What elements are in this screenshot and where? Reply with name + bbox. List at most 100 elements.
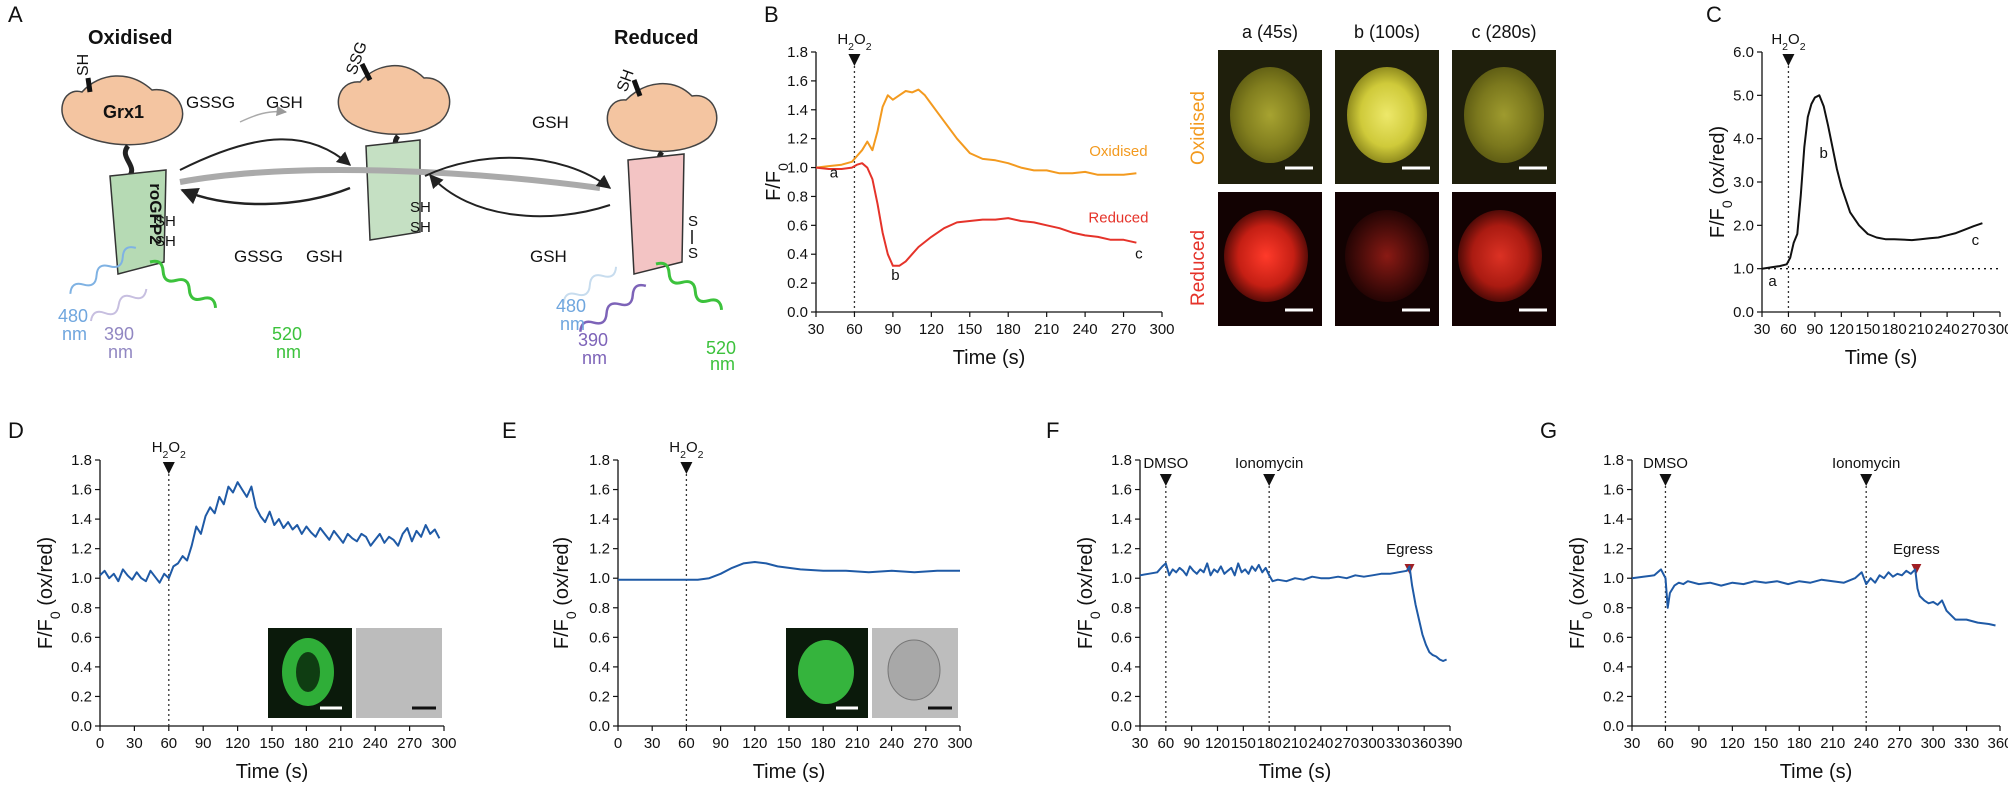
series-line-oxred [618,561,960,581]
y-tick-label: 0.6 [1111,629,1132,646]
y-tick-label: 0.8 [1603,600,1624,617]
micro-red-c-cell [1458,210,1542,302]
y-tick-label: 1.0 [1603,570,1624,587]
x-tick-label: 240 [879,735,904,752]
y-tick-label: 1.6 [787,73,808,90]
nm-480-left: nm [62,324,87,344]
panel-label-b: B [764,2,779,27]
nm-520-left: nm [276,342,301,362]
sh-label-left-2: SH [155,233,176,250]
gssg-label-1: GSSG [186,93,235,112]
inset-d [268,628,442,718]
x-tick-label: 120 [1720,735,1745,752]
y-tick-label: 0.4 [1111,659,1132,676]
x-tick-label: 150 [776,735,801,752]
y-tick-label: 0.2 [1111,688,1132,705]
gssg-label-2: GSSG [234,247,283,266]
event-label-h2o2: H2O2 [837,31,871,53]
wave-520-right [655,261,724,311]
rogfp2-barrel-middle [365,139,421,241]
micro-ox-c-cell [1464,67,1544,163]
y-tick-label: 1.8 [589,452,610,469]
annotation-label: c [1972,232,1980,249]
wl-480-right: 480 [556,296,586,316]
x-tick-label: 270 [397,735,422,752]
y-tick-label: 3.0 [1733,174,1754,191]
gsh-label-1: GSH [266,93,303,112]
reduced-title: Reduced [614,27,698,49]
thiol-stem-left [85,77,93,93]
y-tick-label: 0.4 [71,659,92,676]
y-tick-label: 1.0 [1111,570,1132,587]
y-tick-label: 0.2 [71,688,92,705]
x-tick-label: 240 [1073,321,1098,338]
y-tick-label: 1.6 [1111,482,1132,499]
wave-480-right [562,266,618,304]
sensor-middle: SSG SH SH [337,39,451,241]
x-tick-label: 120 [1829,321,1854,338]
event-label: DMSO [1143,455,1188,472]
x-tick-label: 120 [742,735,767,752]
chart-f: 0.00.20.40.60.81.01.21.41.61.830 60 90 120 1… [1075,452,1463,783]
y-axis-label: F/F0 (ox/red) [1075,537,1103,649]
micro-row-label-reduced: Reduced [1188,230,1209,306]
x-tick-label: 270 [1887,735,1912,752]
annotation-label: a [1768,273,1777,290]
y-tick-label: 0.0 [1733,304,1754,321]
x-tick-label: 360 [1412,735,1437,752]
panel-label-d: D [8,418,24,443]
x-tick-label: 90 [195,735,212,752]
chart-e: 0.0 0.2 0.4 0.6 0.8 1.0 1.2 1.4 1.6 1.8 0 30 60 90 120… [551,439,973,783]
sh-label-left-1: SH [155,213,176,230]
sensor-diagram: Oxidised Reduced Grx1 SH roGFP2 SH SH SS… [58,27,736,374]
x-tick-label: 210 [328,735,353,752]
x-axis-label: Time (s) [953,347,1026,369]
chart-b: 0.0 0.2 0.4 0.6 0.8 1.0 1.2 1.4 1.6 1.8 30 60 90 120 1… [763,31,1175,369]
x-tick-label: 150 [1231,735,1256,752]
arrow-top-right [424,156,612,189]
x-tick-label: 60 [846,321,863,338]
gray-arc [179,167,601,191]
series-line-oxred [1761,94,1983,270]
s-label-1: S [688,213,698,230]
y-axis-label: F/F0 (ox/red) [1707,126,1735,238]
micro-col-label-a: a (45s) [1242,22,1298,42]
x-tick-label: 60 [160,735,177,752]
wave-390-right [579,283,647,332]
x-tick-label: 210 [1908,321,1933,338]
x-tick-label: 210 [1282,735,1307,752]
event-arrow [848,54,861,66]
annotation-label: Oxidised [1089,143,1147,160]
y-tick-label: 1.2 [589,541,610,558]
panel-label-c: C [1706,2,1722,27]
y-tick-label: 1.8 [71,452,92,469]
annotation-label: b [891,267,899,284]
x-tick-label: 90 [1183,735,1200,752]
event-arrow [1782,54,1795,66]
y-tick-label: 2.0 [1733,217,1754,234]
inset-d-brightfield [356,628,442,718]
x-tick-label: 360 [1987,735,2008,752]
y-tick-label: 1.8 [1603,452,1624,469]
event-label-egress: Egress [1893,541,1940,558]
sh-label-right: SH [614,67,638,94]
y-tick-label: 0.8 [589,600,610,617]
y-axis-label: F/F0 (ox/red) [1567,537,1595,649]
gsh-label-4: GSH [530,247,567,266]
x-tick-label: 180 [996,321,1021,338]
rogfp2-barrel-left [109,169,167,275]
x-tick-label: 300 [431,735,456,752]
nm-480-right: nm [560,314,585,334]
grx1-shape-left [61,75,184,146]
x-tick-label: 150 [1855,321,1880,338]
x-tick-label: 270 [1334,735,1359,752]
y-tick-label: 0.0 [787,304,808,321]
event-label: Ionomycin [1832,455,1900,472]
grx1-label: Grx1 [103,102,144,122]
oxidised-title: Oxidised [88,27,172,49]
series-line-oxred [1139,562,1447,662]
x-tick-label: 270 [1111,321,1136,338]
grx1-shape-middle [337,64,451,135]
event-label-h2o2: H2O2 [152,439,186,461]
inset-e-bf-cell [887,639,941,701]
